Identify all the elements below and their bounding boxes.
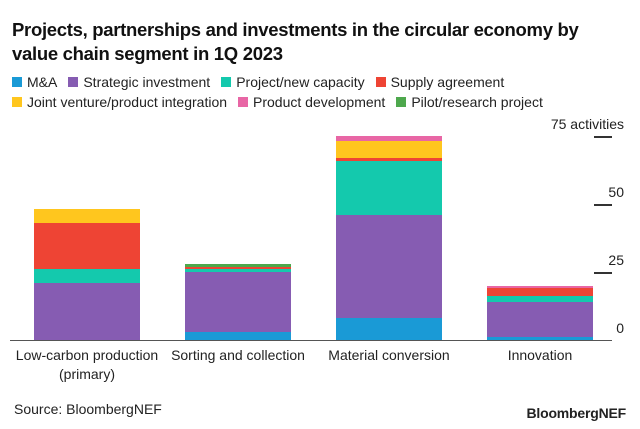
bar-segment bbox=[336, 157, 442, 161]
legend-swatch-icon bbox=[68, 77, 79, 87]
category-label-line: Innovation bbox=[507, 347, 573, 363]
legend-item: Pilot/research project bbox=[396, 92, 543, 112]
legend-swatch-icon bbox=[12, 97, 22, 107]
legend-label: M&A bbox=[27, 74, 58, 90]
legend-swatch-icon bbox=[396, 97, 407, 107]
category-label-material: Material conversion bbox=[309, 346, 469, 365]
y-tick-mark bbox=[594, 204, 612, 206]
legend-label: Joint venture/product integration bbox=[27, 94, 228, 110]
y-tick-label: 25 bbox=[608, 252, 624, 268]
bar-segment bbox=[185, 263, 291, 267]
legend-item: Supply agreement bbox=[375, 72, 505, 92]
y-tick-label: 75 activities bbox=[550, 116, 624, 132]
legend-label: Project/new capacity bbox=[236, 74, 365, 90]
chart-title: Projects, partnerships and investments i… bbox=[12, 19, 579, 64]
bar-stack bbox=[185, 263, 291, 340]
category-label-line: Low-carbon production bbox=[15, 347, 159, 363]
legend-item: Project/new capacity bbox=[221, 72, 365, 92]
bar-segment bbox=[34, 269, 140, 283]
source-note: Source: BloombergNEF bbox=[14, 401, 162, 417]
legend-label: Pilot/research project bbox=[411, 94, 543, 110]
legend-label: Supply agreement bbox=[390, 74, 505, 90]
legend-row: M&A Strategic investment Project/new capac… bbox=[12, 72, 632, 92]
bar-stack bbox=[336, 136, 442, 340]
category-label-innovation: Innovation bbox=[460, 346, 620, 365]
bar-segment bbox=[34, 209, 140, 224]
category-label-line: Sorting and collection bbox=[171, 347, 305, 363]
bar-segment bbox=[487, 288, 593, 297]
legend-swatch-icon bbox=[12, 77, 22, 87]
bar-stack bbox=[487, 285, 593, 340]
legend-item: Joint venture/product integration bbox=[12, 92, 227, 112]
legend-item: Product development bbox=[238, 92, 385, 112]
legend-swatch-icon bbox=[375, 77, 386, 87]
y-tick-mark bbox=[594, 272, 612, 274]
bar-segment bbox=[336, 214, 442, 319]
bar-segment bbox=[487, 301, 593, 338]
bar-segment bbox=[185, 272, 291, 332]
legend-label: Strategic investment bbox=[83, 74, 211, 90]
bar-segment bbox=[487, 285, 593, 289]
legend-swatch-icon bbox=[238, 97, 249, 107]
bar-segment bbox=[34, 282, 140, 340]
legend-item: Strategic investment bbox=[68, 72, 210, 92]
legend: M&A Strategic investment Project/new capac… bbox=[12, 72, 632, 112]
category-label-line: Material conversion bbox=[328, 347, 450, 363]
brand-logo: BloombergNEF bbox=[526, 405, 627, 421]
bar-segment bbox=[487, 296, 593, 302]
legend-item: M&A bbox=[12, 72, 57, 92]
bar-segment bbox=[336, 318, 442, 340]
bar-segment bbox=[487, 337, 593, 340]
bar-stack bbox=[34, 209, 140, 340]
bar-segment bbox=[336, 136, 442, 142]
legend-swatch-icon bbox=[221, 77, 232, 87]
y-tick-mark bbox=[594, 136, 612, 138]
bar-segment bbox=[336, 141, 442, 158]
bar-segment bbox=[34, 223, 140, 270]
bar-segment bbox=[336, 160, 442, 215]
category-label-sorting: Sorting and collection bbox=[158, 346, 318, 365]
x-axis-baseline bbox=[10, 340, 612, 341]
bar-segment bbox=[185, 331, 291, 340]
y-tick-label: 0 bbox=[616, 320, 624, 336]
legend-label: Product development bbox=[253, 94, 386, 110]
y-tick-label: 50 bbox=[608, 184, 624, 200]
category-label-line: (primary) bbox=[59, 366, 115, 382]
bar-segment bbox=[185, 266, 291, 270]
category-label-low-carbon: Low-carbon production (primary) bbox=[7, 346, 167, 384]
bar-segment bbox=[185, 269, 291, 272]
legend-row: Joint venture/product integration Product… bbox=[12, 92, 632, 112]
